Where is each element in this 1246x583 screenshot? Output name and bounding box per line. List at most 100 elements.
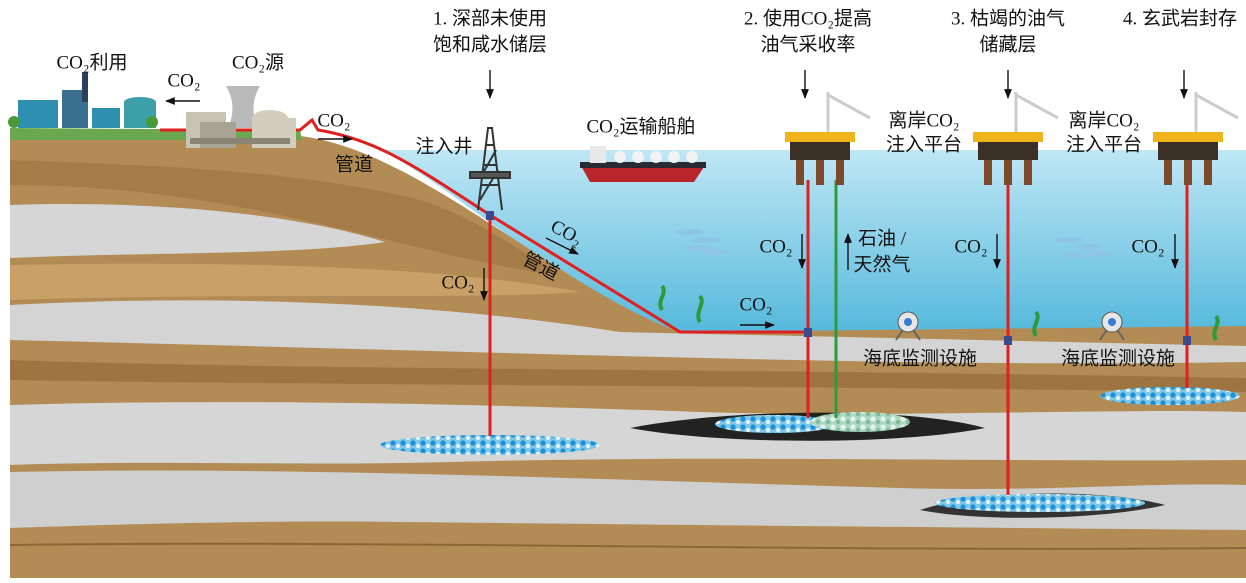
platform-part: [1014, 92, 1059, 132]
platform: [973, 92, 1059, 185]
label: CO₂: [954, 236, 987, 257]
transport-ship-part: [650, 151, 662, 163]
stratum-dark: [10, 360, 1246, 392]
platform-part: [1004, 160, 1012, 185]
stratum-grey: [10, 402, 1246, 465]
platform-part: [1194, 92, 1239, 132]
platform-part: [984, 160, 992, 185]
pipeline: [160, 117, 808, 334]
stratum-dark: [10, 160, 560, 275]
platform-part: [836, 160, 844, 185]
label: CO₂源: [232, 51, 284, 73]
seaweed-part: [1032, 310, 1040, 338]
seaweed-part: [658, 284, 666, 312]
platform-part: [816, 160, 824, 185]
flow-arrow: [545, 237, 579, 255]
injection-well-derrick-part: [477, 127, 503, 211]
fish-school: [676, 229, 1112, 258]
seaweed-part: [696, 294, 704, 324]
stratum-line: [9, 542, 1246, 550]
label: CO₂: [759, 236, 792, 257]
valve: [1004, 336, 1012, 345]
transport-ship-part: [580, 164, 706, 182]
fish-school-part: [1074, 244, 1102, 250]
sea: [380, 150, 1246, 332]
factory-part: [146, 116, 158, 128]
label: CO₂: [739, 294, 772, 315]
platform-part: [1024, 160, 1032, 185]
basalt-co2-plume: [1100, 387, 1240, 405]
platform-part: [978, 140, 1038, 160]
platform-part: [796, 160, 804, 185]
fish-school-part: [676, 229, 704, 235]
monitoring-station: [1099, 311, 1125, 341]
site-title: 4. 玄武岩封存: [1123, 7, 1237, 29]
factory-part: [82, 72, 88, 102]
monitoring-station-part: [904, 318, 912, 326]
label: 石油 /: [858, 227, 907, 249]
label: 天然气: [853, 253, 910, 275]
stratum-light: [10, 263, 580, 300]
platform-part: [1204, 160, 1212, 185]
monitoring-station: [895, 311, 921, 341]
transport-ship-part: [668, 151, 680, 163]
platform-part: [1164, 160, 1172, 185]
label: CO₂利用: [56, 51, 127, 73]
transport-ship-part: [686, 151, 698, 163]
platform-part: [1158, 140, 1218, 160]
platform: [1153, 92, 1239, 185]
injection-well-derrick-part: [469, 171, 511, 179]
power-plant-part: [190, 138, 290, 144]
factory-part: [124, 97, 156, 107]
factory-part: [92, 108, 120, 128]
transport-ship-part: [614, 151, 626, 163]
platform-part: [790, 140, 850, 160]
platform-part: [1153, 132, 1223, 142]
oil-gas-zone: [810, 412, 910, 432]
label: 注入井: [415, 135, 472, 157]
valve: [486, 211, 494, 220]
fish-school-part: [1088, 251, 1112, 257]
factory-part: [18, 100, 58, 128]
transport-ship-part: [632, 151, 644, 163]
platform-part: [826, 92, 871, 132]
monitoring-station-part: [1108, 318, 1116, 326]
power-plant-part: [200, 122, 236, 148]
label: 离岸CO₂: [1068, 109, 1139, 131]
seaweed-part: [1212, 314, 1220, 342]
stratum-grey: [10, 300, 1246, 364]
platform-part: [1184, 160, 1192, 185]
fish-school-part: [682, 245, 710, 251]
eor-co2-plume: [715, 415, 835, 433]
label: CO₂: [317, 110, 350, 131]
label: CO₂: [1131, 236, 1164, 257]
fish-school-part: [692, 237, 720, 243]
power-plant-part: [226, 86, 260, 128]
label: 海底监测设施: [1061, 347, 1175, 369]
site-title: 油气采收率: [760, 33, 855, 55]
label: CO₂运输船舶: [586, 115, 695, 137]
site-title: 3. 枯竭的油气: [951, 7, 1065, 29]
power-plant: [186, 86, 296, 148]
label: 注入平台: [1066, 133, 1142, 155]
transport-ship: [580, 146, 706, 182]
injection-well-derrick-part: [479, 144, 499, 201]
stratum-grey: [10, 204, 385, 258]
site-title: 1. 深部未使用: [433, 7, 547, 29]
depleted-co2-plume: [935, 494, 1145, 512]
transport-ship-part: [590, 146, 606, 163]
fish-school-part: [1056, 237, 1084, 243]
label: 离岸CO₂: [888, 109, 959, 131]
platform: [785, 92, 871, 185]
injection-well-derrick: [469, 127, 511, 211]
stratum-grey: [10, 470, 1246, 530]
platform-part: [785, 132, 855, 142]
valve: [1183, 336, 1191, 345]
transport-ship-part: [580, 162, 706, 168]
label: 管道: [335, 153, 373, 175]
factory-part: [8, 116, 20, 128]
power-plant-part: [252, 110, 288, 126]
factory: [8, 72, 158, 128]
seaweed: [658, 284, 1220, 342]
fish-school-part: [1062, 252, 1090, 258]
